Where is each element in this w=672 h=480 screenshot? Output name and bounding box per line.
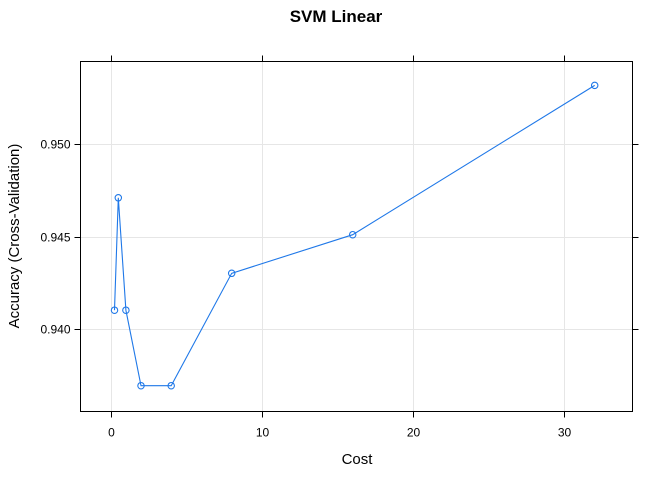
data-point	[227, 269, 236, 278]
y-tick-label: 0.940	[40, 323, 70, 337]
data-point	[110, 306, 119, 314]
data-point	[122, 306, 130, 314]
x-axis-label: Cost	[342, 451, 374, 468]
data-point	[348, 230, 357, 239]
x-tick-label: 0	[108, 426, 115, 440]
y-axis-label: Accuracy (Cross-Validation)	[6, 144, 23, 329]
data-point	[590, 81, 599, 90]
data-point	[167, 381, 175, 390]
series-layer	[110, 81, 599, 390]
axis-ticks: 0 10 20 30 0.940 0.945 0.950	[40, 55, 639, 440]
y-tick-label: 0.945	[40, 231, 70, 245]
x-tick-label: 20	[407, 426, 421, 440]
series-line	[113, 84, 595, 387]
plot-frame	[80, 61, 633, 412]
x-tick-label: 10	[256, 426, 270, 440]
data-point	[114, 194, 123, 202]
data-point	[137, 381, 145, 390]
grid	[80, 61, 633, 412]
chart-title: SVM Linear	[290, 7, 383, 26]
x-tick-label: 30	[558, 426, 572, 440]
y-tick-label: 0.950	[40, 138, 70, 152]
